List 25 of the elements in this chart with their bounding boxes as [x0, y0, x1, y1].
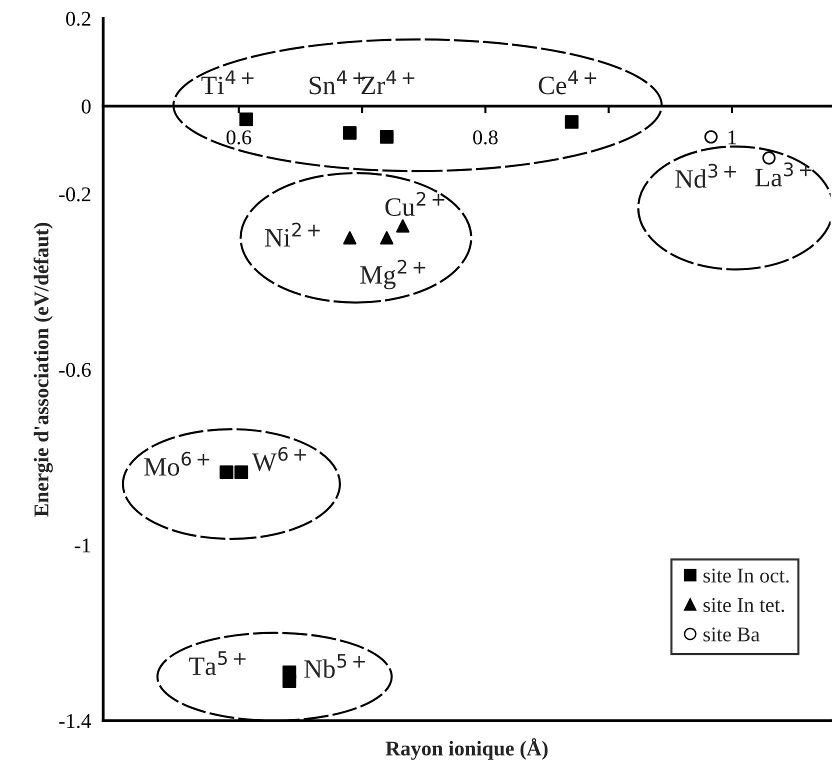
annotation: Ti$^{4+}$ — [201, 70, 254, 94]
x-tick-label: 1 — [728, 130, 736, 144]
y-tick-label: -1 — [74, 538, 90, 552]
annotation: Ni$^{2+}$ — [264, 222, 320, 246]
y-tick-label: 0.2 — [66, 12, 90, 26]
annotation: Nb$^{5+}$ — [304, 654, 365, 678]
annotation: Mg$^{2+}$ — [360, 260, 426, 290]
legend-label: site In oct. — [704, 568, 789, 583]
y-tick-label: -0.2 — [59, 187, 90, 202]
y-axis-title: Energie d'association (eV/défaut) — [34, 222, 53, 517]
annotation: Cu$^{2+}$ — [385, 192, 444, 216]
x-tick-label: 0.6 — [226, 130, 252, 145]
y-tick-label: 0 — [82, 100, 91, 114]
annotation: W$^{6+}$ — [252, 446, 306, 472]
legend-label: site Ba — [704, 627, 760, 642]
annotation: Ta$^{5+}$ — [189, 651, 246, 676]
legend-label: site In tet. — [704, 598, 784, 612]
annotation: Nd$^{3+}$ — [675, 164, 736, 188]
annotation: Mo$^{6+}$ — [144, 452, 210, 476]
annotation: Ce$^{4+}$ — [538, 70, 596, 94]
x-tick-label: 0.8 — [473, 130, 498, 145]
x-axis-title: Rayon ionique (Å) — [386, 738, 548, 760]
y-tick-label: -0.6 — [59, 362, 91, 378]
annotation: La$^{3+}$ — [755, 162, 812, 186]
y-tick-label: -1.4 — [59, 714, 92, 728]
